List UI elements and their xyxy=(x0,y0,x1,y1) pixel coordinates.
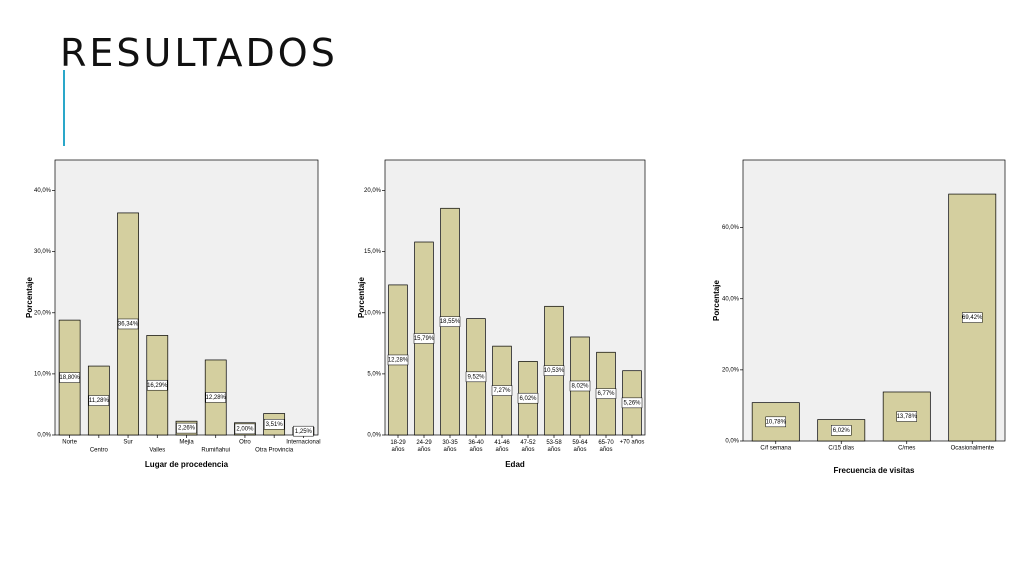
x-tick-label: C/f semana xyxy=(760,446,791,452)
x-tick-label: 47-52 años xyxy=(520,440,536,453)
value-label-box xyxy=(491,385,513,396)
y-tick-label: 0,0% xyxy=(37,433,51,439)
x-axis-label: Frecuencia de visitas xyxy=(834,466,915,475)
value-label-box xyxy=(517,392,539,404)
x-tick-label: 53-58 años xyxy=(546,440,562,453)
value-label-box xyxy=(205,392,226,403)
y-tick-label: 10,0% xyxy=(34,371,52,377)
value-label-box xyxy=(234,423,256,435)
value-label: 69,42% xyxy=(962,315,983,321)
value-label: 5,26% xyxy=(623,400,641,406)
value-label: 2,26% xyxy=(178,426,196,432)
value-label-box xyxy=(263,419,285,430)
value-label: 10,78% xyxy=(766,419,787,425)
x-tick-label: C/mes xyxy=(898,446,915,452)
x-tick-label: Norte xyxy=(62,440,77,446)
value-label: 8,02% xyxy=(571,384,589,390)
value-label: 12,28% xyxy=(388,358,409,364)
x-tick-label: 24-29 años xyxy=(416,440,432,453)
value-label: 18,55% xyxy=(440,319,461,325)
value-label-box xyxy=(569,380,591,392)
value-label-box xyxy=(595,388,617,399)
x-tick-label: Sur xyxy=(123,440,132,446)
x-tick-label: Otro xyxy=(239,440,251,446)
value-label: 6,77% xyxy=(597,391,615,397)
value-label-box xyxy=(59,372,80,383)
y-axis-label: Porcentaje xyxy=(357,276,366,317)
value-label-box xyxy=(621,397,643,409)
y-tick-label: 10,0% xyxy=(364,310,382,316)
value-label-box xyxy=(543,365,565,376)
y-tick-label: 20,0% xyxy=(364,188,382,194)
y-tick-label: 40,0% xyxy=(722,296,740,302)
value-label-box xyxy=(88,395,110,406)
value-label-box xyxy=(176,422,197,434)
x-tick-label: 65-70 años xyxy=(598,440,614,453)
y-tick-label: 5,0% xyxy=(367,371,381,377)
value-label: 2,00% xyxy=(236,426,254,432)
value-label-box xyxy=(465,371,487,383)
x-tick-label: Valles xyxy=(149,448,165,454)
x-axis-label: Edad xyxy=(505,460,525,469)
value-label-box xyxy=(896,411,917,422)
value-label: 3,51% xyxy=(266,422,284,428)
y-tick-label: 20,0% xyxy=(34,310,52,316)
value-label-box xyxy=(439,316,461,327)
x-tick-label: Internacional xyxy=(286,440,320,446)
value-label: 9,52% xyxy=(467,374,485,380)
y-tick-label: 60,0% xyxy=(722,225,740,231)
value-label: 10,53% xyxy=(544,368,565,374)
value-label: 6,02% xyxy=(833,428,851,434)
value-label: 18,80% xyxy=(59,375,80,381)
y-tick-label: 0,0% xyxy=(367,433,381,439)
y-tick-label: 40,0% xyxy=(34,188,52,194)
x-tick-label: Otra Provincia xyxy=(255,448,294,454)
x-tick-label: 30-35 años xyxy=(442,440,458,453)
x-tick-label: Mejia xyxy=(179,440,194,446)
value-label-box xyxy=(117,318,139,330)
y-tick-label: 15,0% xyxy=(364,249,382,255)
y-tick-label: 30,0% xyxy=(34,249,52,255)
value-label-box xyxy=(831,425,852,436)
value-label-box xyxy=(765,416,786,428)
value-label: 6,02% xyxy=(519,396,537,402)
y-tick-label: 0,0% xyxy=(725,439,739,445)
slide-title: RESULTADOS xyxy=(60,31,338,75)
x-tick-label: +70 años xyxy=(620,440,645,446)
y-axis-label: Porcentaje xyxy=(25,276,34,317)
x-tick-label: 36-40 años xyxy=(468,440,484,453)
value-label: 7,27% xyxy=(493,388,511,394)
y-tick-label: 20,0% xyxy=(722,367,740,373)
value-label: 12,28% xyxy=(206,395,227,401)
y-axis-label: Porcentaje xyxy=(712,279,721,320)
value-label: 1,25% xyxy=(295,429,313,435)
value-label: 13,78% xyxy=(897,414,918,420)
x-axis-label: Lugar de procedencia xyxy=(145,460,229,469)
x-tick-label: 41-46 años xyxy=(494,440,510,453)
value-label-box xyxy=(962,312,983,323)
value-label-box xyxy=(387,354,409,366)
x-tick-label: 18-29 años xyxy=(390,440,406,453)
value-label: 11,28% xyxy=(89,398,110,404)
x-tick-label: 59-64 años xyxy=(572,440,588,453)
value-label-box xyxy=(293,425,314,437)
x-tick-label: Rumiñahui xyxy=(201,448,230,454)
value-label: 36,34% xyxy=(118,322,139,328)
x-tick-label: Ocasionalmente xyxy=(951,446,995,452)
x-tick-label: Centro xyxy=(90,448,109,454)
x-tick-label: C/15 días xyxy=(828,446,854,452)
value-label-box xyxy=(413,333,435,344)
value-label-box xyxy=(147,379,168,391)
value-label: 16,29% xyxy=(147,383,168,389)
value-label: 15,79% xyxy=(414,336,435,342)
